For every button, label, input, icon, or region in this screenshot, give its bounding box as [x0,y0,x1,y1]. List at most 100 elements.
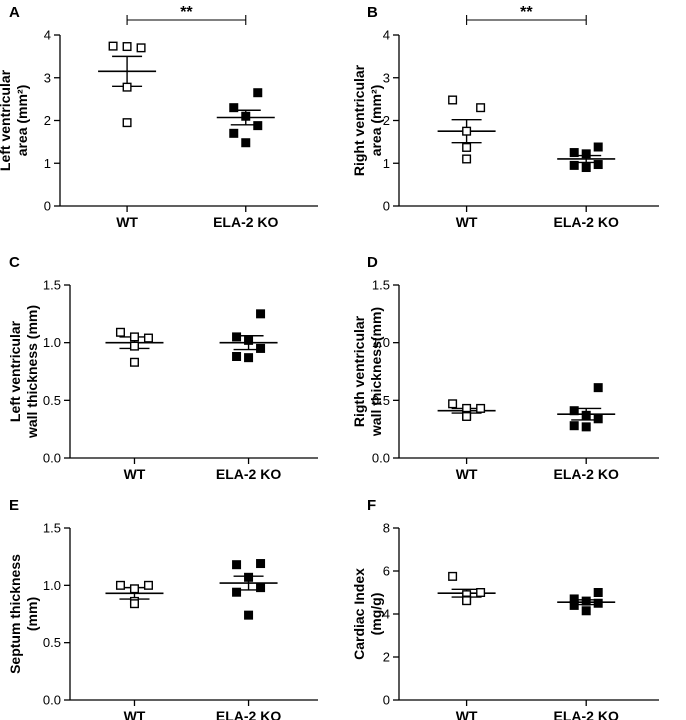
y-tick-label: 4 [44,28,51,43]
ko-data-point [569,600,579,610]
panel-letter: A [9,4,20,21]
ko-data-point [256,583,266,593]
y-axis-label: Cardiac Index(mg/g) [351,568,384,660]
y-axis-label-line: area (mm²) [14,85,30,157]
y-tick-label: 1.0 [43,578,61,593]
y-axis-label: Right ventriculararea (mm²) [351,64,384,176]
y-tick-label: 0 [44,199,51,214]
wt-data-point [462,126,472,136]
ko-data-point [593,414,603,424]
wt-data-point [448,571,458,581]
y-tick-label: 1 [383,156,390,171]
ko-data-point [244,610,254,620]
ko-data-point [569,406,579,416]
wt-data-point [462,596,472,606]
ko-data-point [593,588,603,598]
y-tick-label: 0.5 [43,635,61,650]
wt-data-point [115,327,125,337]
x-tick-label: ELA-2 KO [216,708,281,720]
panel-letter: B [367,4,378,21]
wt-data-point [122,118,132,128]
panel-letter: D [367,254,378,271]
ko-data-point [569,148,579,158]
wt-data-point [129,357,139,367]
ko-data-point [581,163,591,173]
y-tick-label: 2 [383,650,390,665]
wt-data-point [129,599,139,609]
y-axis-label-line: Septum thickness [7,554,23,674]
wt-data-point [448,399,458,409]
y-tick-label: 2 [383,113,390,128]
y-tick-label: 4 [383,607,390,622]
x-tick-label: ELA-2 KO [554,708,619,720]
ko-data-point [241,111,251,121]
ko-data-point [253,121,263,131]
y-axis-label-line: Cardiac Index [351,568,367,660]
y-axis-label: Left ventriculararea (mm²) [0,69,30,171]
panel-letter: F [367,497,376,514]
ko-data-point [232,560,242,570]
y-tick-label: 0 [383,199,390,214]
y-axis-label-line: wall thickness(mm) [368,307,384,437]
wt-data-point [476,588,486,598]
ko-data-point [593,160,603,170]
ko-data-point [256,559,266,569]
ko-data-point [229,103,239,113]
wt-data-point [129,332,139,342]
panel-letter: C [9,254,20,271]
wt-data-point [462,154,472,164]
y-axis-label: Septum thickness(mm) [7,554,40,674]
y-tick-label: 2 [44,113,51,128]
y-tick-label: 1.0 [372,335,390,350]
ko-data-point [232,332,242,342]
significance-label: ** [520,4,533,21]
x-tick-label: WT [456,708,478,720]
ko-data-point [253,88,263,98]
wt-data-point [476,403,486,413]
x-tick-label: ELA-2 KO [554,466,619,482]
y-tick-label: 1 [44,156,51,171]
y-tick-label: 0.5 [43,393,61,408]
wt-data-point [136,43,146,53]
wt-data-point [476,103,486,113]
ko-data-point [581,422,591,432]
ko-data-point [581,410,591,420]
x-tick-label: WT [456,214,478,230]
ko-data-point [569,421,579,431]
y-axis-label-line: area (mm²) [368,85,384,157]
y-tick-label: 4 [383,28,390,43]
panel-letter: E [9,497,19,514]
significance-label: ** [180,4,193,21]
ko-data-point [581,149,591,159]
wt-data-point [122,82,132,92]
wt-data-point [129,341,139,351]
y-axis-label-line: wall thickness (mm) [24,305,40,439]
y-tick-label: 1.5 [43,521,61,536]
wt-data-point [462,142,472,152]
x-tick-label: WT [124,466,146,482]
wt-data-point [462,411,472,421]
ko-data-point [593,598,603,608]
x-tick-label: ELA-2 KO [554,214,619,230]
y-axis-label-line: Left ventricular [7,320,23,422]
wt-data-point [129,584,139,594]
ko-data-point [256,343,266,353]
ko-data-point [229,128,239,138]
ko-data-point [244,572,254,582]
x-tick-label: ELA-2 KO [213,214,278,230]
y-tick-label: 1.5 [43,278,61,293]
ko-data-point [232,352,242,362]
panel-a: A 0 1 2 3 4 WT ELA-2 KO Left ventriculararea (mm… [0,4,318,230]
y-axis-label-line: Right ventricular [351,64,367,176]
y-tick-label: 0.0 [43,693,61,708]
panel-d: D 0.0 0.5 1.0 1.5 WT ELA-2 KO Rigth ventricular… [351,254,659,482]
y-tick-label: 0.5 [372,393,390,408]
y-axis-label: Left ventricularwall thickness (mm) [7,305,40,439]
wt-data-point [108,41,118,51]
ko-data-point [593,142,603,152]
y-axis-label: Rigth ventricularwall thickness(mm) [351,307,384,437]
ko-data-point [256,309,266,319]
ko-data-point [244,353,254,363]
y-tick-label: 3 [44,70,51,85]
y-tick-label: 3 [383,70,390,85]
